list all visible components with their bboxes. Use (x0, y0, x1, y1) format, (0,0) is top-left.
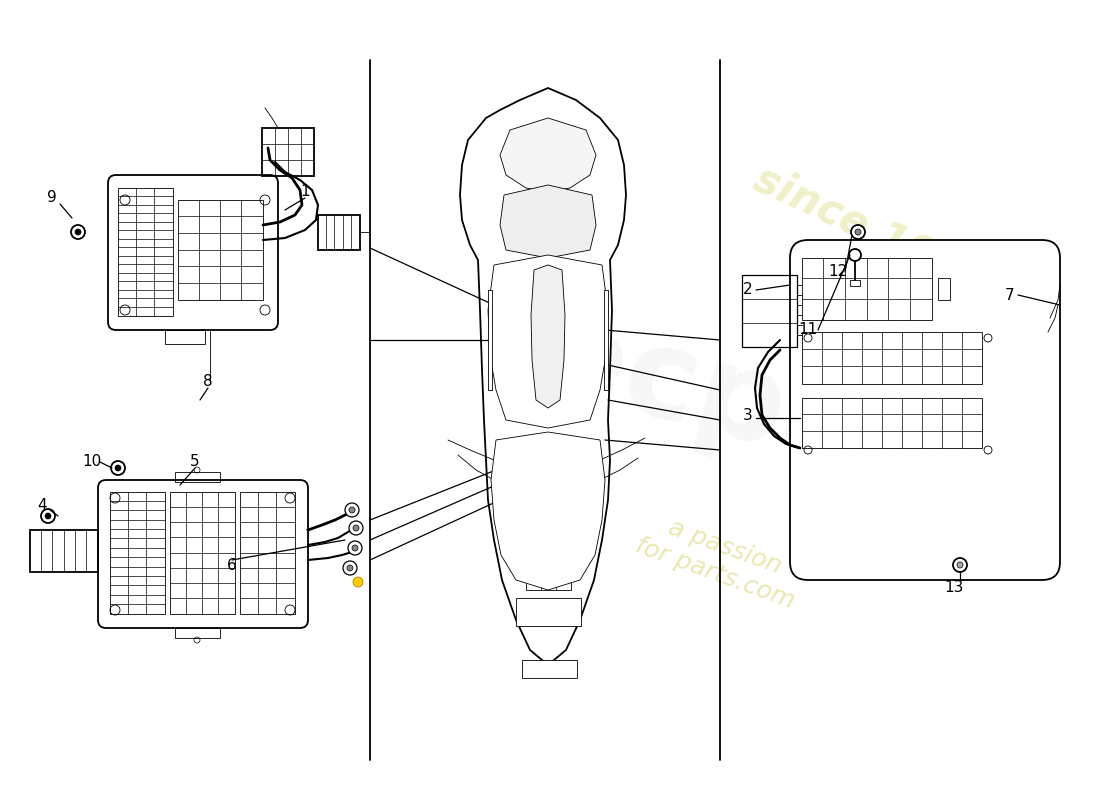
Bar (178, 200, 263, 300)
Text: 2: 2 (744, 282, 752, 298)
Bar (556, 215, 586, 233)
Text: 4: 4 (37, 498, 47, 513)
Text: 13: 13 (944, 579, 964, 594)
Text: 3: 3 (744, 407, 752, 422)
Circle shape (855, 229, 861, 235)
Text: since 1985: since 1985 (747, 158, 993, 302)
FancyBboxPatch shape (108, 175, 278, 330)
Bar (175, 472, 220, 482)
Circle shape (116, 465, 121, 471)
Bar (240, 492, 295, 614)
Circle shape (353, 525, 359, 531)
Circle shape (957, 562, 962, 568)
Circle shape (111, 461, 125, 475)
Polygon shape (491, 432, 605, 590)
Circle shape (346, 565, 353, 571)
FancyBboxPatch shape (790, 240, 1060, 580)
Bar (510, 215, 540, 233)
Circle shape (849, 249, 861, 261)
Bar (175, 628, 220, 638)
Bar (520, 492, 580, 560)
Circle shape (352, 545, 358, 551)
Text: ecparts: ecparts (529, 293, 1071, 547)
Polygon shape (460, 88, 626, 665)
Bar (802, 398, 982, 448)
Circle shape (348, 541, 362, 555)
Bar (802, 258, 932, 320)
Text: 6: 6 (227, 558, 236, 573)
Text: 8: 8 (204, 374, 212, 390)
Polygon shape (500, 118, 596, 192)
Circle shape (851, 225, 865, 239)
Bar (938, 278, 950, 300)
Text: 1: 1 (300, 185, 310, 199)
Bar (262, 128, 314, 176)
Circle shape (345, 503, 359, 517)
Bar (850, 280, 860, 286)
Circle shape (72, 225, 85, 239)
Polygon shape (488, 255, 608, 428)
Bar (526, 562, 571, 590)
Circle shape (343, 561, 358, 575)
Circle shape (45, 513, 51, 519)
Bar (802, 332, 982, 384)
Polygon shape (488, 290, 492, 390)
Text: 5: 5 (190, 454, 200, 470)
Bar (30, 530, 98, 572)
FancyBboxPatch shape (98, 480, 308, 628)
Text: 12: 12 (828, 265, 848, 279)
Bar (742, 275, 797, 347)
Text: 7: 7 (1005, 287, 1015, 302)
Text: 10: 10 (82, 454, 101, 470)
Text: a passion
for parts.com: a passion for parts.com (632, 507, 807, 613)
Circle shape (349, 507, 355, 513)
Bar (516, 598, 581, 626)
Polygon shape (500, 185, 596, 258)
Text: 9: 9 (47, 190, 57, 206)
Polygon shape (604, 290, 608, 390)
Polygon shape (531, 265, 565, 408)
Bar (170, 492, 235, 614)
Bar (118, 188, 173, 316)
Circle shape (75, 229, 81, 235)
Bar (165, 330, 205, 344)
Text: 11: 11 (799, 322, 817, 338)
Circle shape (353, 577, 363, 587)
Circle shape (953, 558, 967, 572)
Bar (318, 215, 360, 250)
Circle shape (41, 509, 55, 523)
Bar (522, 660, 578, 678)
Bar (110, 492, 165, 614)
Circle shape (349, 521, 363, 535)
